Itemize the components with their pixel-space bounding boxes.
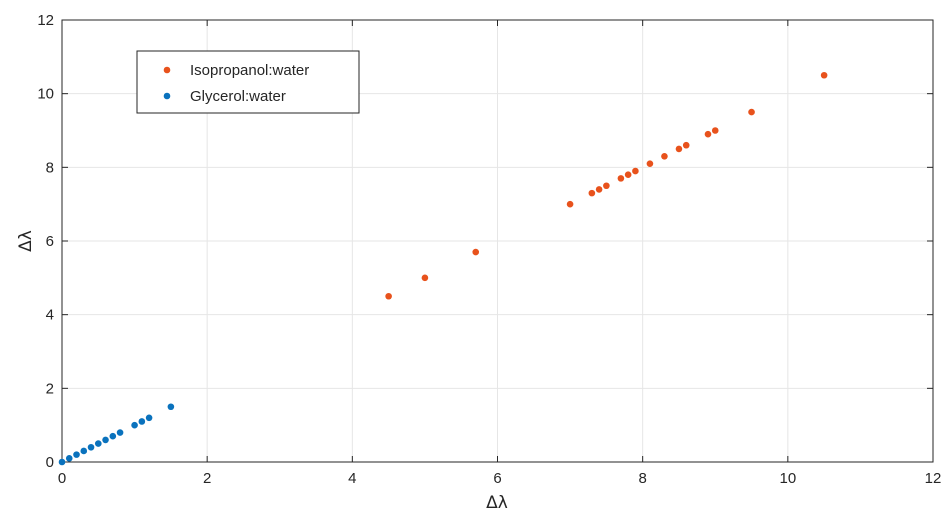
- y-tick-label: 2: [46, 380, 54, 397]
- data-point-isopropanol: [632, 167, 639, 175]
- x-axis-label: Δλ: [486, 493, 508, 513]
- data-point-isopropanol: [385, 292, 392, 300]
- data-point-isopropanol: [617, 175, 625, 182]
- data-point-isopropanol: [711, 127, 719, 134]
- data-point-isopropanol: [421, 274, 429, 282]
- data-points: [58, 71, 828, 466]
- data-point-isopropanol: [704, 130, 712, 138]
- grid: [62, 20, 933, 462]
- data-point-glycerol: [109, 432, 117, 440]
- data-point-glycerol: [58, 458, 66, 466]
- y-tick-label: 4: [46, 307, 54, 324]
- data-point-isopropanol: [682, 141, 690, 149]
- data-point-glycerol: [102, 436, 109, 444]
- data-point-isopropanol: [624, 171, 632, 178]
- data-point-isopropanol: [566, 200, 574, 208]
- x-tick-label: 4: [348, 470, 356, 487]
- data-point-isopropanol: [661, 152, 668, 160]
- data-point-glycerol: [131, 421, 138, 429]
- y-tick-label: 8: [46, 159, 54, 176]
- legend-box: [136, 50, 360, 114]
- data-point-isopropanol: [675, 145, 683, 153]
- data-point-glycerol: [145, 414, 153, 422]
- data-point-isopropanol: [748, 108, 755, 116]
- legend-label-glycerol: Glycerol:water: [190, 88, 286, 105]
- data-point-glycerol: [65, 455, 73, 462]
- legend: Isopropanol:water Glycerol:water: [136, 50, 360, 114]
- legend-marker-glycerol: [163, 92, 171, 100]
- data-point-glycerol: [73, 451, 80, 458]
- x-tick-label: 0: [58, 470, 66, 487]
- data-point-glycerol: [116, 429, 124, 436]
- y-tick-label: 10: [37, 86, 54, 103]
- x-tick-label: 6: [493, 470, 501, 487]
- x-tick-label: 12: [925, 470, 942, 487]
- data-point-glycerol: [87, 443, 95, 451]
- data-point-glycerol: [94, 440, 102, 447]
- x-tick-label: 8: [638, 470, 646, 487]
- x-tick-label: 2: [203, 470, 211, 487]
- y-tick-label: 12: [37, 12, 54, 29]
- data-point-isopropanol: [588, 189, 596, 197]
- data-point-isopropanol: [820, 71, 828, 79]
- y-axis-label: Δλ: [16, 230, 36, 252]
- legend-marker-isopropanol: [163, 66, 171, 74]
- x-tick-label: 10: [779, 470, 796, 487]
- data-point-isopropanol: [472, 248, 480, 256]
- y-tick-label: 0: [46, 454, 54, 471]
- data-point-glycerol: [167, 403, 175, 411]
- data-point-isopropanol: [595, 186, 603, 193]
- data-point-isopropanol: [603, 182, 610, 190]
- axis-ticks: 0 2 4 6 8 10 12 0 2 4 6 8 10 12: [37, 12, 941, 487]
- data-point-glycerol: [80, 447, 88, 455]
- y-tick-label: 6: [46, 233, 54, 250]
- legend-label-isopropanol: Isopropanol:water: [190, 62, 309, 79]
- data-point-glycerol: [138, 418, 146, 425]
- data-point-isopropanol: [646, 160, 654, 167]
